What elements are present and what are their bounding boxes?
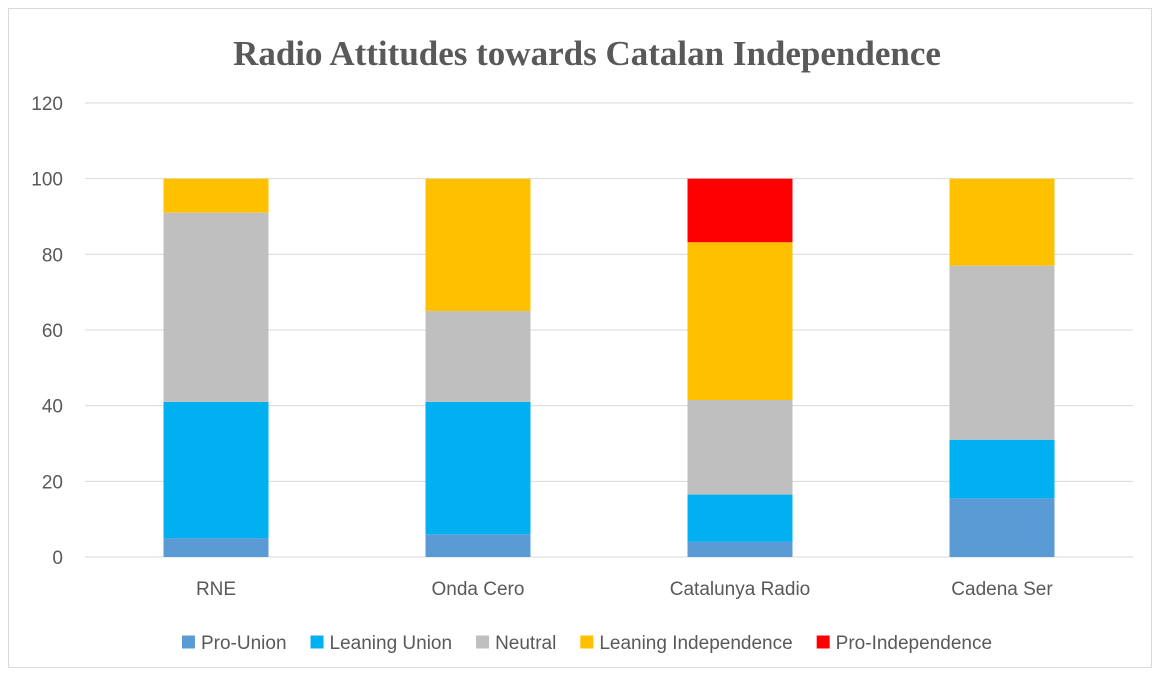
y-tick-label: 0	[52, 548, 63, 569]
legend-label: Leaning Union	[330, 633, 453, 654]
bar-segment	[425, 311, 531, 402]
bar-segment	[163, 538, 269, 557]
legend-label: Pro-Independence	[836, 633, 992, 654]
y-tick-label: 80	[42, 245, 63, 266]
bar-segment	[949, 265, 1055, 440]
y-tick-label: 20	[42, 472, 63, 493]
bar-segment	[949, 439, 1055, 499]
legend-label: Pro-Union	[201, 633, 287, 654]
bar-segment	[163, 401, 269, 539]
bar-segment	[425, 534, 531, 557]
bar-segment	[425, 178, 531, 312]
bar-segment	[687, 399, 793, 495]
bar-segment	[687, 541, 793, 557]
y-tick-label: 40	[42, 397, 63, 418]
x-tick-label: RNE	[196, 579, 236, 600]
bar-segment	[687, 494, 793, 542]
y-tick-label: 60	[42, 321, 63, 342]
bar-segment	[425, 401, 531, 535]
chart-frame: Radio Attitudes towards Catalan Independ…	[8, 8, 1152, 668]
bar-segment	[163, 178, 269, 213]
x-axis-ticks: RNE Onda Cero Catalunya Radio Cadena Ser	[196, 579, 1053, 600]
legend: Pro-Union Leaning Union Neutral Leaning Ind…	[181, 633, 992, 654]
chart: Radio Attitudes towards Catalan Independ…	[31, 34, 1133, 654]
legend-swatch	[476, 635, 490, 649]
bar-segment	[949, 178, 1055, 266]
legend-label: Leaning Independence	[599, 633, 792, 654]
y-axis-ticks: 0 20 40 60 80 100 120	[31, 94, 63, 569]
legend-label: Neutral	[495, 633, 556, 654]
bars	[163, 178, 1055, 557]
legend-swatch	[580, 635, 594, 649]
x-tick-label: Catalunya Radio	[670, 579, 810, 600]
bar-segment	[163, 212, 269, 402]
legend-swatch	[816, 635, 830, 649]
x-tick-label: Onda Cero	[432, 579, 525, 600]
bar-segment	[949, 498, 1055, 557]
chart-title: Radio Attitudes towards Catalan Independ…	[233, 34, 941, 73]
bar-segment	[687, 242, 793, 400]
legend-swatch	[310, 635, 324, 649]
y-tick-label: 120	[31, 94, 63, 115]
legend-swatch	[181, 635, 195, 649]
y-tick-label: 100	[31, 170, 63, 191]
bar-segment	[687, 178, 793, 243]
x-tick-label: Cadena Ser	[951, 579, 1053, 600]
